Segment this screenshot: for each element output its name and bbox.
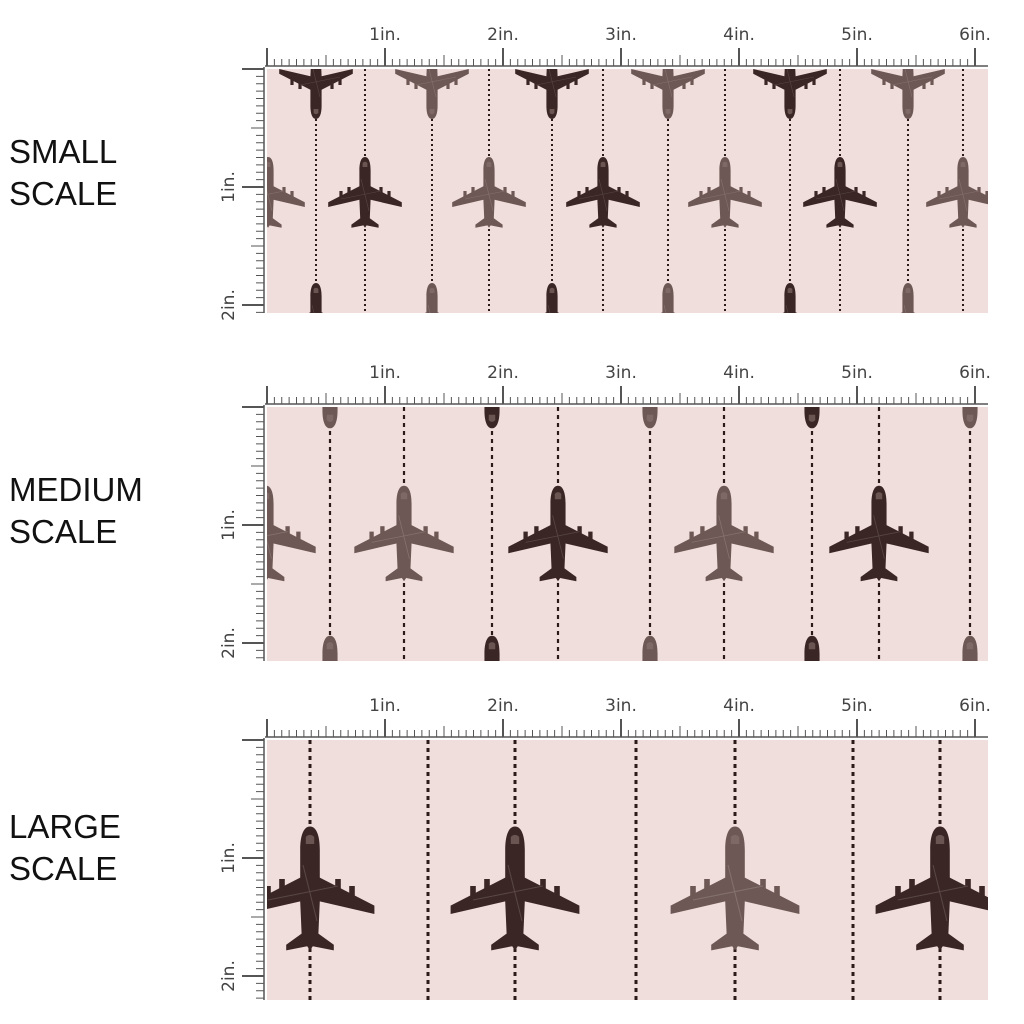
medium-label-line1: MEDIUM [9, 471, 143, 508]
side-ruler-label: 1in. [219, 509, 239, 541]
airplane-icon [926, 156, 988, 228]
airplane-icon [642, 635, 658, 661]
side-ruler-label: 1in. [219, 171, 239, 203]
large-label-line2: SCALE [9, 850, 118, 887]
airplane-icon [508, 485, 608, 582]
top-ruler-label: 2in. [487, 25, 519, 45]
airplane-icon [452, 157, 526, 228]
top-ruler-label: 2in. [487, 696, 519, 716]
airplane-icon [267, 485, 316, 582]
small-label-line2: SCALE [9, 175, 118, 212]
top-ruler-label: 5in. [841, 363, 873, 383]
top-ruler-label: 3in. [605, 363, 637, 383]
airplane-icon [450, 826, 580, 951]
top-ruler-label: 6in. [959, 696, 991, 716]
large-plane-pattern [267, 740, 988, 1000]
airplane-icon [962, 407, 978, 429]
airplane-icon [829, 485, 929, 582]
airplane-icon [660, 282, 676, 313]
small-plane-pattern [267, 69, 988, 313]
airplane-icon [267, 826, 375, 951]
airplane-icon [279, 69, 353, 120]
airplane-icon [804, 635, 820, 661]
airplane-icon [267, 156, 305, 228]
airplane-icon [322, 635, 338, 661]
large-label-line1: LARGE [9, 808, 121, 845]
large-ruler-swatch: 1in. 2in. 3in. 4in. 5in. 6in. 1in. 2in. [219, 696, 991, 1000]
medium-scale-panel: 1in. 2in. 3in. 4in. 5in. 6in. 1in. 2in. [0, 338, 1024, 668]
airplane-icon [962, 635, 978, 661]
airplane-icon [395, 69, 469, 120]
airplane-icon [566, 157, 640, 228]
airplane-icon [804, 407, 820, 429]
airplane-icon [753, 69, 827, 120]
airplane-icon [328, 157, 402, 228]
small-scale-label: SMALL SCALE [9, 131, 117, 215]
top-ruler-label: 5in. [841, 696, 873, 716]
top-ruler-label: 5in. [841, 25, 873, 45]
airplane-icon [515, 69, 589, 120]
airplane-icon [354, 485, 454, 582]
top-ruler-label: 3in. [605, 696, 637, 716]
airplane-icon [871, 69, 945, 120]
small-ruler-swatch: 1in. 2in. 3in. 4in. 5in. 6in. 1in. 2in. [219, 25, 991, 321]
airplane-icon [688, 157, 762, 228]
top-ruler-label: 1in. [369, 363, 401, 383]
airplane-icon [782, 282, 798, 313]
fabric-swatch [267, 740, 988, 1000]
large-scale-panel: 1in. 2in. 3in. 4in. 5in. 6in. 1in. 2in. [0, 676, 1024, 1006]
top-ruler-label: 4in. [723, 363, 755, 383]
airplane-icon [631, 69, 705, 120]
side-ruler-label: 2in. [219, 289, 239, 321]
airplane-icon [322, 407, 338, 429]
medium-label-line2: SCALE [9, 513, 118, 550]
side-ruler-label: 2in. [219, 627, 239, 659]
top-ruler-label: 6in. [959, 363, 991, 383]
side-ruler-label: 1in. [219, 842, 239, 874]
top-ruler-label: 6in. [959, 25, 991, 45]
airplane-icon [900, 282, 916, 313]
airplane-icon [875, 826, 988, 951]
airplane-icon [424, 282, 440, 313]
small-scale-panel: 1in. 2in. 3in. 4in. 5in. 6in. 1in. 2in. [0, 0, 1024, 330]
medium-scale-label: MEDIUM SCALE [9, 469, 143, 553]
medium-plane-pattern [267, 407, 978, 661]
large-scale-label: LARGE SCALE [9, 806, 121, 890]
airplane-icon [642, 407, 658, 429]
small-label-line1: SMALL [9, 133, 118, 170]
airplane-icon [544, 282, 560, 313]
airplane-icon [674, 485, 774, 582]
top-ruler-label: 1in. [369, 696, 401, 716]
medium-ruler-swatch: 1in. 2in. 3in. 4in. 5in. 6in. 1in. 2in. [219, 363, 991, 661]
top-ruler-label: 2in. [487, 363, 519, 383]
top-ruler-label: 3in. [605, 25, 637, 45]
airplane-icon [803, 157, 877, 228]
top-ruler-label: 4in. [723, 696, 755, 716]
airplane-icon [484, 635, 500, 661]
side-ruler-label: 2in. [219, 960, 239, 992]
airplane-icon [484, 407, 500, 429]
top-ruler-label: 1in. [369, 25, 401, 45]
airplane-icon [670, 826, 800, 951]
airplane-icon [308, 282, 324, 313]
top-ruler-label: 4in. [723, 25, 755, 45]
